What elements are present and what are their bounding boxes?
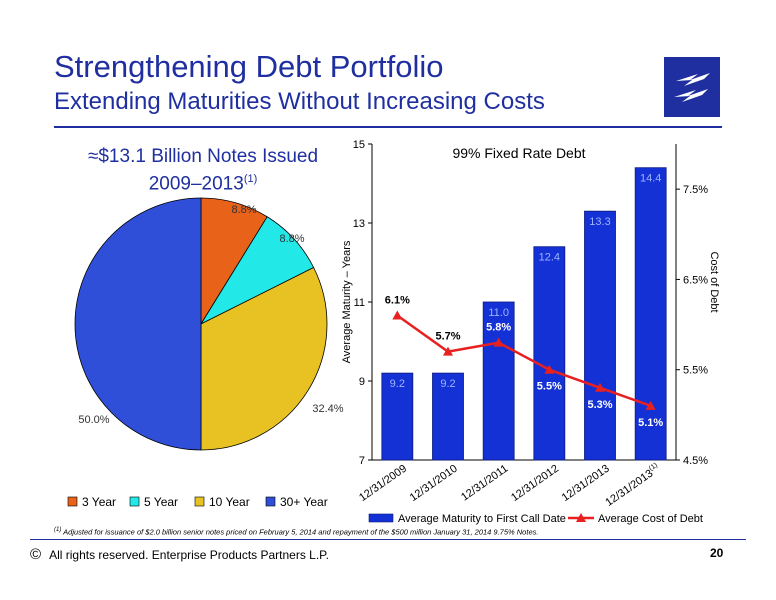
footnote-text: Adjusted for issuance of $2.0 billion se… [61, 527, 539, 537]
x-tick-label: 12/31/2009 [357, 463, 409, 504]
footnote: (1) Adjusted for issuance of $2.0 billio… [54, 527, 538, 537]
x-tick-label: 12/31/2011 [459, 463, 510, 504]
cost-of-debt-label: 5.3% [587, 399, 612, 411]
company-logo [664, 57, 720, 117]
pie-slice-label: 8.8% [279, 233, 304, 245]
bar-value-label: 9.2 [390, 378, 405, 390]
page-title: Strengthening Debt Portfolio [54, 49, 444, 84]
left-axis-tick-label: 11 [354, 297, 365, 309]
bar-legend-swatch [368, 513, 394, 523]
pie-legend-label: 5 Year [144, 495, 178, 509]
bar [584, 210, 616, 461]
pie-slice [74, 197, 202, 451]
footnote-marker: (1) [54, 527, 62, 533]
cost-of-debt-marker [493, 337, 504, 347]
right-axis-label: Cost of Debt [708, 251, 720, 312]
pie-slice-label: 50.0% [78, 414, 109, 426]
cost-of-debt-label: 5.7% [435, 331, 460, 343]
bar-value-label: 11.0 [488, 307, 509, 319]
bar-value-label: 14.4 [640, 173, 661, 185]
line-legend-label: Average Cost of Debt [598, 513, 703, 525]
bar [634, 167, 667, 461]
footer: © All rights reserved. Enterprise Product… [30, 546, 329, 563]
bar-value-label: 12.4 [539, 252, 560, 264]
bar-value-label: 9.2 [440, 378, 455, 390]
right-axis-tick-label: 7.5% [683, 184, 708, 196]
pie-title-line1: ≈$13.1 Billion Notes Issued [87, 146, 319, 167]
x-tick-label: 12/31/2012 [509, 463, 561, 504]
bar [432, 372, 464, 461]
bar-chart-title: 99% Fixed Rate Debt [452, 145, 585, 161]
cost-of-debt-marker [595, 382, 605, 392]
cost-of-debt-label: 6.1% [385, 295, 410, 307]
right-axis-tick-label: 5.5% [683, 365, 708, 377]
left-axis-label: Average Maturity – Years [341, 240, 353, 363]
cost-of-debt-label: 5.8% [486, 322, 511, 334]
pie-slice-label: 8.8% [231, 204, 256, 216]
title-divider [54, 126, 722, 128]
bar [533, 246, 566, 461]
pie-legend-swatch [129, 496, 140, 507]
page-subtitle: Extending Maturities Without Increasing … [54, 88, 545, 115]
footer-text: All rights reserved. Enterprise Products… [49, 548, 329, 562]
x-tick-superscript: (1) [648, 462, 659, 473]
line-legend-marker [576, 513, 586, 522]
pie-slice-label: 32.4% [312, 403, 343, 415]
cost-of-debt-line [396, 314, 652, 408]
bar [381, 372, 414, 461]
pie-chart-title: ≈$13.1 Billion Notes Issued 2009–2013(1) [72, 146, 334, 195]
cost-of-debt-label: 5.1% [638, 417, 663, 429]
pie-slice [200, 266, 328, 451]
pie-legend-swatch [67, 496, 78, 507]
x-tick-label: 12/31/2013(1) [603, 462, 663, 509]
cost-of-debt-marker [392, 310, 403, 320]
pie-legend-label: 30+ Year [280, 495, 328, 509]
pie-legend-label: 3 Year [82, 495, 116, 509]
pie-title-line2: 2009–2013 [148, 173, 244, 195]
right-axis-tick-label: 6.5% [683, 274, 708, 286]
cost-of-debt-marker [645, 400, 656, 410]
left-axis-tick-label: 13 [353, 218, 365, 230]
cost-of-debt-marker [443, 346, 453, 356]
bar-legend-label: Average Maturity to First Call Date [398, 513, 566, 525]
left-axis-tick-label: 7 [359, 455, 365, 467]
bar-value-label: 13.3 [589, 216, 610, 228]
copyright-symbol: © [30, 546, 42, 563]
cost-of-debt-marker [544, 364, 555, 374]
left-axis-tick-label: 9 [359, 376, 365, 388]
footer-divider [30, 539, 746, 540]
cost-of-debt-label: 5.5% [537, 381, 562, 393]
pie-title-superscript: (1) [243, 173, 258, 185]
x-tick-label: 12/31/2010 [408, 463, 460, 504]
pie-legend-swatch [194, 496, 205, 507]
page-number: 20 [710, 546, 724, 560]
left-axis-tick-label: 15 [353, 139, 365, 151]
pie-legend-swatch [265, 496, 276, 507]
pie-legend-label: 10 Year [209, 495, 250, 509]
right-axis-tick-label: 4.5% [683, 455, 708, 467]
bar [482, 301, 515, 461]
